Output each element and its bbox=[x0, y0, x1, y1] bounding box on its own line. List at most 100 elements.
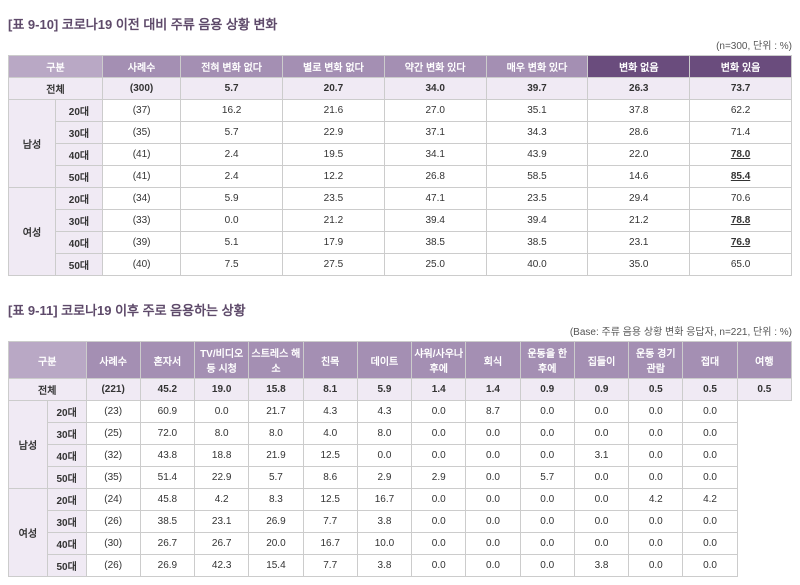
col2-6: 데이트 bbox=[357, 342, 411, 379]
col-c1: 전혀 변화 없다 bbox=[181, 56, 283, 78]
data-cell: 21.7 bbox=[249, 401, 303, 423]
age-cell: 20대 bbox=[47, 401, 86, 423]
data-cell: 26.9 bbox=[140, 555, 194, 577]
data-cell: 0.0 bbox=[574, 489, 628, 511]
data-cell: 39.4 bbox=[486, 210, 588, 232]
total-cell: 0.5 bbox=[737, 379, 791, 401]
data-cell: (33) bbox=[102, 210, 180, 232]
total-row: 전체(300)5.720.734.039.726.373.7 bbox=[9, 78, 792, 100]
data-cell: 8.6 bbox=[303, 467, 357, 489]
data-cell: 0.0 bbox=[412, 445, 466, 467]
age-cell: 50대 bbox=[55, 166, 102, 188]
group-male: 남성 bbox=[9, 100, 56, 188]
age-cell: 40대 bbox=[55, 144, 102, 166]
age-cell: 40대 bbox=[47, 445, 86, 467]
data-cell: 7.7 bbox=[303, 555, 357, 577]
total-cell: 0.9 bbox=[574, 379, 628, 401]
data-cell: 8.0 bbox=[249, 423, 303, 445]
data-cell: 4.2 bbox=[683, 489, 737, 511]
age-cell: 40대 bbox=[47, 533, 86, 555]
data-cell: 0.0 bbox=[412, 423, 466, 445]
total-cell: 19.0 bbox=[195, 379, 249, 401]
data-cell: 25.0 bbox=[384, 254, 486, 276]
data-cell: 0.0 bbox=[520, 401, 574, 423]
data-cell: 0.0 bbox=[195, 401, 249, 423]
col-gubun: 구분 bbox=[9, 56, 103, 78]
data-cell: (25) bbox=[86, 423, 140, 445]
data-cell: 43.9 bbox=[486, 144, 588, 166]
data-cell: 76.9 bbox=[690, 232, 792, 254]
table-row: 남성20대(23)60.90.021.74.34.30.08.70.00.00.… bbox=[9, 401, 792, 423]
data-cell: 0.0 bbox=[574, 467, 628, 489]
data-cell: 35.0 bbox=[588, 254, 690, 276]
table-row: 40대(39)5.117.938.538.523.176.9 bbox=[9, 232, 792, 254]
data-cell: 43.8 bbox=[140, 445, 194, 467]
data-cell: (35) bbox=[102, 122, 180, 144]
total-cell: 5.7 bbox=[181, 78, 283, 100]
data-cell: 4.2 bbox=[629, 489, 683, 511]
data-cell: 17.9 bbox=[283, 232, 385, 254]
total-cell: 45.2 bbox=[140, 379, 194, 401]
data-cell: (32) bbox=[86, 445, 140, 467]
table2-title: [표 9-11] 코로나19 이후 주로 음용하는 상황 bbox=[8, 300, 792, 319]
col2-3: TV/비디오 등 시청 bbox=[195, 342, 249, 379]
table-row: 여성20대(24)45.84.28.312.516.70.00.00.00.04… bbox=[9, 489, 792, 511]
data-cell: 0.0 bbox=[629, 445, 683, 467]
age-cell: 20대 bbox=[55, 100, 102, 122]
total-cell: 8.1 bbox=[303, 379, 357, 401]
data-cell: 16.2 bbox=[181, 100, 283, 122]
total-label: 전체 bbox=[9, 78, 103, 100]
col-n: 사례수 bbox=[102, 56, 180, 78]
data-cell: 34.1 bbox=[384, 144, 486, 166]
data-cell: (26) bbox=[86, 555, 140, 577]
data-cell: 39.4 bbox=[384, 210, 486, 232]
col-c5: 변화 없음 bbox=[588, 56, 690, 78]
col2-9: 운동을 한 후에 bbox=[520, 342, 574, 379]
data-cell: 0.0 bbox=[629, 555, 683, 577]
data-cell: 85.4 bbox=[690, 166, 792, 188]
data-cell: 4.3 bbox=[357, 401, 411, 423]
table-row: 남성20대(37)16.221.627.035.137.862.2 bbox=[9, 100, 792, 122]
data-cell: (41) bbox=[102, 166, 180, 188]
data-cell: 2.9 bbox=[357, 467, 411, 489]
data-cell: (35) bbox=[86, 467, 140, 489]
table2-note: (Base: 주류 음용 상황 변화 응답자, n=221, 단위 : %) bbox=[8, 323, 792, 338]
total-cell: 0.5 bbox=[683, 379, 737, 401]
col-c3: 약간 변화 있다 bbox=[384, 56, 486, 78]
data-cell: 0.0 bbox=[520, 555, 574, 577]
age-cell: 20대 bbox=[55, 188, 102, 210]
data-cell: 0.0 bbox=[412, 555, 466, 577]
col2-8: 회식 bbox=[466, 342, 520, 379]
col-c2: 별로 변화 없다 bbox=[283, 56, 385, 78]
age-cell: 40대 bbox=[55, 232, 102, 254]
data-cell: 8.3 bbox=[249, 489, 303, 511]
data-cell: 0.0 bbox=[466, 423, 520, 445]
data-cell: 2.4 bbox=[181, 166, 283, 188]
total-cell: 0.5 bbox=[629, 379, 683, 401]
data-cell: 60.9 bbox=[140, 401, 194, 423]
data-cell: 0.0 bbox=[629, 401, 683, 423]
data-cell: 38.5 bbox=[140, 511, 194, 533]
data-cell: 16.7 bbox=[303, 533, 357, 555]
data-cell: 37.1 bbox=[384, 122, 486, 144]
data-cell: 47.1 bbox=[384, 188, 486, 210]
table-row: 50대(26)26.942.315.47.73.80.00.00.03.80.0… bbox=[9, 555, 792, 577]
table-row: 30대(35)5.722.937.134.328.671.4 bbox=[9, 122, 792, 144]
data-cell: 27.0 bbox=[384, 100, 486, 122]
data-cell: 26.8 bbox=[384, 166, 486, 188]
data-cell: 2.9 bbox=[412, 467, 466, 489]
table1-title: [표 9-10] 코로나19 이전 대비 주류 음용 상황 변화 bbox=[8, 14, 792, 33]
data-cell: 71.4 bbox=[690, 122, 792, 144]
total-cell: 5.9 bbox=[357, 379, 411, 401]
total-cell: (221) bbox=[86, 379, 140, 401]
table1-header-row: 구분 사례수 전혀 변화 없다 별로 변화 없다 약간 변화 있다 매우 변화 … bbox=[9, 56, 792, 78]
group-male: 남성 bbox=[9, 401, 48, 489]
col2-gubun: 구분 bbox=[9, 342, 87, 379]
data-cell: (41) bbox=[102, 144, 180, 166]
data-cell: (24) bbox=[86, 489, 140, 511]
col2-5: 친목 bbox=[303, 342, 357, 379]
data-cell: 0.0 bbox=[683, 555, 737, 577]
data-cell: 62.2 bbox=[690, 100, 792, 122]
data-cell: 2.4 bbox=[181, 144, 283, 166]
col-c4: 매우 변화 있다 bbox=[486, 56, 588, 78]
